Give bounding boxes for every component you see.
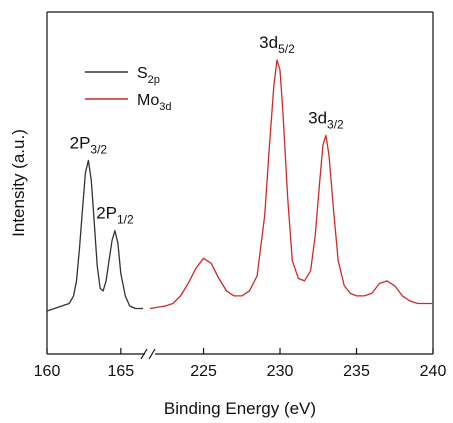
x-tick-label: 225 xyxy=(190,363,217,380)
peak-label: 2P1/2 xyxy=(96,204,134,227)
axis-break-mark xyxy=(140,348,156,360)
peak-label: 3d5/2 xyxy=(259,33,295,56)
x-tick-label: 160 xyxy=(34,363,61,380)
series-line-s2p xyxy=(46,159,143,312)
legend-entry-text: Mo3d xyxy=(137,92,171,113)
legend-entry-text: S2p xyxy=(137,65,160,86)
x-tick-label: 230 xyxy=(267,363,294,380)
series-line-mo3d xyxy=(149,59,433,310)
peak-annotations: 2P3/2 2P1/2 3d5/2 3d3/2 xyxy=(70,33,344,227)
x-ticks: 160 165 225 230 235 240 xyxy=(34,348,447,380)
y-axis-label: Intensity (a.u.) xyxy=(9,129,28,237)
x-tick-label: 240 xyxy=(420,363,447,380)
axis-break-slash-1 xyxy=(140,348,148,360)
x-tick-label: 165 xyxy=(107,363,134,380)
plot-frame xyxy=(46,11,434,360)
x-axis-label: Binding Energy (eV) xyxy=(164,399,316,418)
series-group xyxy=(46,59,433,312)
axis-break-slash-2 xyxy=(148,348,156,360)
x-tick-label: 235 xyxy=(343,363,370,380)
peak-label: 2P3/2 xyxy=(70,133,108,156)
peak-label: 3d3/2 xyxy=(308,108,344,131)
legend: S2p Mo3d xyxy=(85,65,171,113)
